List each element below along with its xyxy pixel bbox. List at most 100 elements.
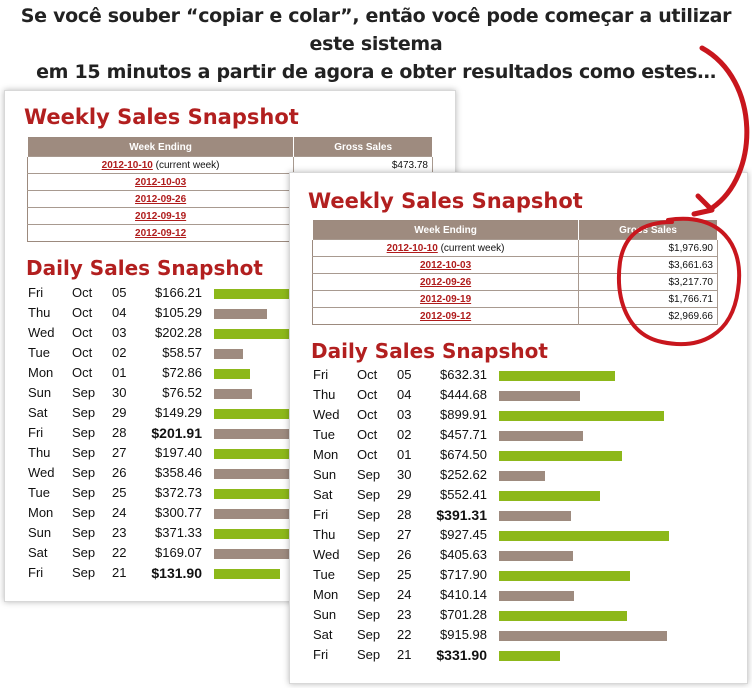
- week-date-link[interactable]: 2012-09-12: [419, 310, 472, 322]
- daily-day: Fri: [28, 285, 44, 300]
- daily-day: Wed: [313, 407, 340, 422]
- daily-amount: $252.62: [440, 467, 487, 482]
- daily-day: Fri: [28, 425, 44, 440]
- daily-day: Sun: [28, 525, 52, 540]
- daily-amount: $358.46: [155, 465, 202, 480]
- daily-month: Sep: [357, 567, 381, 582]
- week-date-link[interactable]: 2012-10-03: [419, 259, 472, 271]
- gross-sales-cell: $1,766.71: [578, 290, 718, 308]
- daily-month: Oct: [357, 387, 378, 402]
- daily-month: Sep: [357, 527, 381, 542]
- week-date-link[interactable]: 2012-09-26: [419, 276, 472, 288]
- daily-sales-bar: [499, 431, 583, 441]
- daily-sales-bar: [499, 631, 667, 641]
- daily-row: Tue Sep 25 $717.90: [313, 565, 738, 585]
- daily-day: Thu: [313, 387, 336, 402]
- daily-day: Tue: [313, 427, 335, 442]
- daily-month: Sep: [72, 485, 96, 500]
- week-date-link[interactable]: 2012-09-19: [135, 210, 187, 222]
- daily-row: Fri Sep 28 $201.91: [28, 423, 453, 443]
- daily-month: Sep: [357, 627, 381, 642]
- daily-day: Mon: [313, 587, 339, 602]
- daily-sales-bar: [214, 569, 280, 579]
- daily-sales-bar: [499, 651, 560, 661]
- daily-date: 24: [112, 505, 127, 520]
- daily-month: Oct: [72, 365, 93, 380]
- daily-day: Wed: [28, 325, 55, 340]
- daily-month: Sep: [357, 507, 381, 522]
- daily-amount: $410.14: [440, 587, 487, 602]
- daily-amount: $131.90: [151, 565, 202, 581]
- daily-row: Tue Oct 02 $457.71: [313, 425, 738, 445]
- daily-date: 26: [112, 465, 127, 480]
- daily-date: 04: [397, 387, 412, 402]
- week-ending-cell: 2012-10-10 (current week): [312, 239, 580, 257]
- daily-amount: $674.50: [440, 447, 487, 462]
- gross-sales-cell: $473.78: [293, 156, 433, 174]
- week-date-link[interactable]: 2012-09-19: [419, 293, 472, 305]
- daily-row: Sat Sep 22 $915.98: [313, 625, 738, 645]
- daily-row: Thu Sep 27 $197.40: [28, 443, 453, 463]
- daily-row: Sun Sep 23 $701.28: [313, 605, 738, 625]
- daily-list: Fri Oct 05 $632.31 Thu Oct 04 $444.68 Wed Oct 03 $8…: [313, 365, 738, 665]
- daily-row: Thu Oct 04 $444.68: [313, 385, 738, 405]
- daily-month: Sep: [357, 487, 381, 502]
- daily-amount: $444.68: [440, 387, 487, 402]
- week-date-link[interactable]: 2012-10-03: [135, 176, 187, 188]
- daily-date: 01: [112, 365, 127, 380]
- daily-month: Sep: [72, 525, 96, 540]
- daily-amount: $201.91: [151, 425, 202, 441]
- daily-row: Sat Sep 22 $169.07: [28, 543, 453, 563]
- daily-row: Fri Oct 05 $632.31: [313, 365, 738, 385]
- daily-date: 27: [112, 445, 127, 460]
- daily-sales-bar: [499, 551, 573, 561]
- daily-amount: $372.73: [155, 485, 202, 500]
- daily-sales-bar: [214, 349, 243, 359]
- daily-date: 01: [397, 447, 412, 462]
- daily-amount: $457.71: [440, 427, 487, 442]
- daily-title: Daily Sales Snapshot: [311, 339, 548, 363]
- daily-amount: $169.07: [155, 545, 202, 560]
- daily-month: Oct: [357, 427, 378, 442]
- daily-day: Sun: [313, 607, 337, 622]
- daily-title: Daily Sales Snapshot: [26, 256, 263, 280]
- week-ending-header: Week Ending: [26, 137, 295, 157]
- daily-amount: $391.31: [436, 507, 487, 523]
- daily-date: 05: [397, 367, 412, 382]
- daily-row: Wed Sep 26 $405.63: [313, 545, 738, 565]
- daily-sales-bar: [499, 591, 574, 601]
- week-date-link[interactable]: 2012-09-12: [135, 227, 187, 239]
- current-week-note: (current week): [155, 159, 220, 171]
- daily-date: 28: [112, 425, 127, 440]
- daily-row: Sat Sep 29 $552.41: [313, 485, 738, 505]
- daily-day: Sat: [313, 627, 333, 642]
- week-date-link[interactable]: 2012-10-10: [101, 159, 153, 171]
- daily-day: Wed: [313, 547, 340, 562]
- daily-amount: $927.45: [440, 527, 487, 542]
- daily-row: Fri Sep 28 $391.31: [313, 505, 738, 525]
- daily-day: Tue: [28, 345, 50, 360]
- daily-sales-bar: [499, 491, 600, 501]
- daily-row: Mon Oct 01 $72.86: [28, 363, 453, 383]
- week-date-link[interactable]: 2012-10-10: [386, 242, 438, 254]
- week-ending-cell: 2012-09-12: [312, 307, 580, 325]
- daily-sales-bar: [214, 549, 299, 559]
- daily-row: Sat Sep 29 $149.29: [28, 403, 453, 423]
- daily-sales-bar: [214, 409, 289, 419]
- daily-amount: $371.33: [155, 525, 202, 540]
- week-date-link[interactable]: 2012-09-26: [135, 193, 187, 205]
- daily-day: Mon: [28, 365, 54, 380]
- week-ending-cell: 2012-09-19: [312, 290, 580, 308]
- daily-month: Sep: [72, 505, 96, 520]
- daily-date: 21: [112, 565, 127, 580]
- daily-date: 03: [397, 407, 412, 422]
- daily-amount: $701.28: [440, 607, 487, 622]
- daily-amount: $632.31: [440, 367, 487, 382]
- daily-amount: $899.91: [440, 407, 487, 422]
- daily-date: 23: [397, 607, 412, 622]
- weekly-title: Weekly Sales Snapshot: [308, 189, 583, 213]
- weekly-row: 2012-09-26 $3,217.70: [312, 273, 718, 291]
- daily-sales-bar: [499, 451, 622, 461]
- daily-day: Fri: [313, 367, 329, 382]
